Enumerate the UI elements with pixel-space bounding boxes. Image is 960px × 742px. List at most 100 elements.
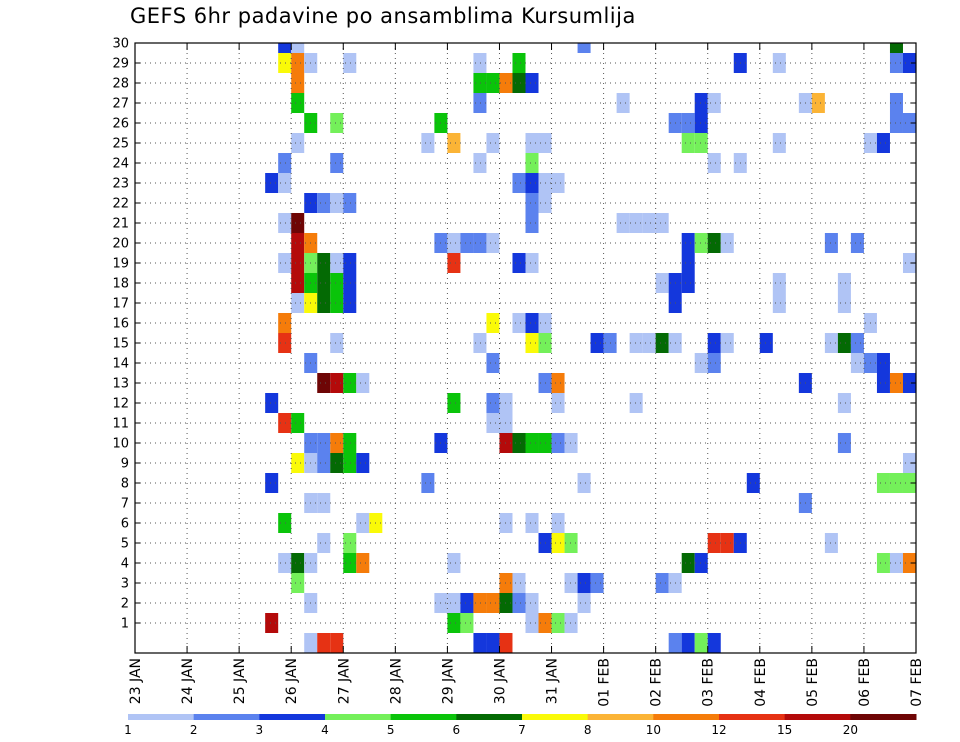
heatmap-cell: [278, 173, 292, 193]
heatmap-cell: [694, 93, 708, 113]
heatmap-cell: [317, 453, 331, 473]
heatmap-cell: [486, 353, 500, 373]
heatmap-cell: [512, 73, 526, 93]
heatmap-cell: [889, 373, 903, 393]
heatmap-cell: [889, 93, 903, 113]
y-tick-label: 12: [112, 397, 129, 412]
colorbar-swatch: [587, 714, 654, 720]
heatmap-cell: [447, 593, 461, 613]
heatmap-cell: [694, 233, 708, 253]
heatmap-cell: [850, 353, 864, 373]
heatmap-cell: [655, 273, 669, 293]
y-tick-label: 7: [121, 497, 129, 512]
heatmap-cell: [317, 433, 331, 453]
heatmap-cell: [694, 353, 708, 373]
heatmap-cell: [889, 553, 903, 573]
heatmap-cell: [512, 53, 526, 73]
heatmap-cell: [902, 473, 916, 493]
x-tick-label: 24 JAN: [180, 658, 196, 704]
y-tick-label: 9: [121, 457, 129, 472]
heatmap-cell: [902, 453, 916, 473]
heatmap-cell: [265, 173, 279, 193]
heatmap-cell: [291, 293, 305, 313]
x-tick-label: 29 JAN: [440, 658, 456, 704]
heatmap-cell: [512, 253, 526, 273]
heatmap-cell: [850, 233, 864, 253]
heatmap-cell: [343, 273, 357, 293]
heatmap-cell: [473, 593, 487, 613]
heatmap-cell: [681, 553, 695, 573]
heatmap-cell: [824, 233, 838, 253]
heatmap-cell: [291, 43, 305, 53]
heatmap-cell: [525, 73, 539, 93]
heatmap-cell: [291, 253, 305, 273]
heatmap-cell: [876, 353, 890, 373]
heatmap-cell: [889, 53, 903, 73]
heatmap-cell: [525, 593, 539, 613]
heatmap-cell: [278, 413, 292, 433]
heatmap-cell: [317, 373, 331, 393]
heatmap-cell: [889, 473, 903, 493]
heatmap-cell: [616, 93, 630, 113]
heatmap-cell: [317, 273, 331, 293]
heatmap-cell: [655, 213, 669, 233]
x-tick-label: 06 FEB: [857, 658, 873, 707]
x-tick-label: 01 FEB: [597, 658, 613, 707]
heatmap-cell: [343, 373, 357, 393]
y-tick-label: 11: [112, 417, 129, 432]
heatmap-cell: [551, 393, 565, 413]
heatmap-cell: [330, 333, 344, 353]
heatmap-cell: [343, 193, 357, 213]
y-tick-label: 28: [112, 77, 129, 92]
heatmap-cell: [473, 93, 487, 113]
heatmap-cell: [837, 333, 851, 353]
heatmap-cell: [655, 333, 669, 353]
y-tick-label: 15: [112, 337, 129, 352]
heatmap-cell: [681, 133, 695, 153]
heatmap-cell: [330, 113, 344, 133]
x-tick-label: 03 FEB: [701, 658, 717, 707]
heatmap-cell: [486, 393, 500, 413]
y-tick-label: 1: [121, 617, 129, 632]
heatmap-cell: [330, 273, 344, 293]
colorbar-label: 8: [584, 723, 592, 737]
axes-layer: 1234567891011121314151617181920212223242…: [112, 37, 925, 707]
heatmap-cell: [473, 53, 487, 73]
heatmap-cell: [330, 153, 344, 173]
heatmap-cell: [772, 293, 786, 313]
heatmap-cell: [460, 613, 474, 633]
heatmap-cell: [343, 53, 357, 73]
heatmap-cell: [512, 573, 526, 593]
colorbar-label: 4: [321, 723, 329, 737]
heatmap-cell: [551, 373, 565, 393]
heatmap-cell: [616, 213, 630, 233]
colorbar-swatch: [719, 714, 786, 720]
heatmap-cell: [577, 573, 591, 593]
heatmap-cell: [330, 253, 344, 273]
heatmap-cell: [551, 613, 565, 633]
heatmap-cell: [330, 193, 344, 213]
heatmap-cell: [447, 253, 461, 273]
heatmap-cell: [525, 173, 539, 193]
heatmap-cell: [577, 473, 591, 493]
colorbar-label: 2: [190, 723, 198, 737]
heatmap-cell: [876, 553, 890, 573]
heatmap-cell: [902, 553, 916, 573]
heatmap-cell: [278, 53, 292, 73]
heatmap-cell: [343, 553, 357, 573]
heatmap-cell: [356, 373, 370, 393]
heatmap-cell: [681, 233, 695, 253]
heatmap-cell: [811, 93, 825, 113]
heatmap-cell: [837, 433, 851, 453]
heatmap-cell: [694, 133, 708, 153]
heatmap-cell: [551, 533, 565, 553]
heatmap-cell: [278, 513, 292, 533]
heatmap-cell: [720, 233, 734, 253]
colorbar-label: 10: [646, 723, 661, 737]
x-tick-label: 27 JAN: [336, 658, 352, 704]
heatmap-cell: [694, 553, 708, 573]
heatmap-cell: [317, 633, 331, 653]
heatmap-cell: [824, 533, 838, 553]
heatmap-cell: [564, 573, 578, 593]
